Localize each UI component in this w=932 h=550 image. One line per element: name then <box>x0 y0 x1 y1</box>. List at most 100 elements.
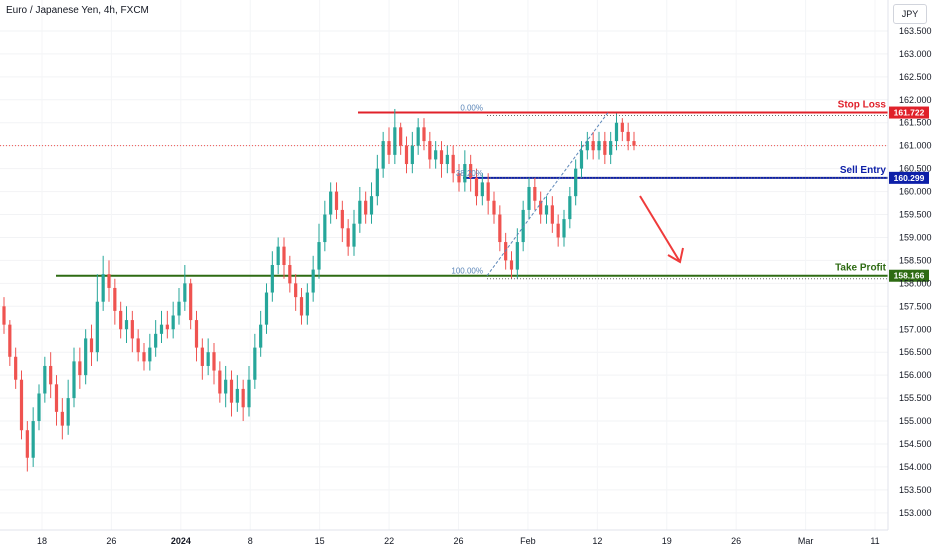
candle-body <box>329 191 333 215</box>
price-tick-label: 162.000 <box>899 95 932 105</box>
candle-body <box>591 141 595 151</box>
candle-body <box>124 320 129 330</box>
candle-body <box>37 393 41 422</box>
price-tick-label: 162.500 <box>899 72 932 82</box>
candle-body <box>486 182 490 201</box>
candle-body <box>346 228 350 247</box>
stop-loss-label: Stop Loss <box>838 100 887 111</box>
candle-body <box>539 200 543 215</box>
candle-body <box>218 370 222 394</box>
candle-body <box>515 242 519 270</box>
time-tick-label: 11 <box>870 536 879 546</box>
currency-button[interactable]: JPY <box>893 4 927 24</box>
candle-body <box>364 200 368 215</box>
time-tick-label: Feb <box>520 536 536 546</box>
candle-body <box>556 223 560 238</box>
fib-level-label: 100.00% <box>451 267 483 276</box>
candle-body <box>527 186 531 210</box>
price-tick-label: 158.500 <box>899 255 932 265</box>
candle-body <box>358 200 362 224</box>
take-profit-price-label: 158.166 <box>894 271 925 281</box>
candle-body <box>299 297 304 316</box>
candle-body <box>235 388 239 403</box>
candle-body <box>544 205 549 215</box>
candle-body <box>2 306 6 325</box>
candle-body <box>54 384 59 412</box>
candle-body <box>113 287 117 311</box>
candle-body <box>194 320 199 348</box>
price-tick-label: 155.000 <box>899 416 932 426</box>
candle-body <box>95 301 99 353</box>
candle-body <box>422 127 426 142</box>
candle-body <box>253 347 257 380</box>
candle-body <box>597 141 601 151</box>
candles <box>2 108 636 472</box>
price-tick-label: 157.500 <box>899 301 932 311</box>
candle-body <box>428 141 432 160</box>
candle-body <box>288 265 292 284</box>
time-tick-label: 19 <box>662 536 672 546</box>
price-tick-label: 153.000 <box>899 508 932 518</box>
candle-body <box>229 379 234 403</box>
candle-body <box>585 141 589 151</box>
candle-body <box>404 145 409 165</box>
time-tick-label: 8 <box>248 536 253 546</box>
candle-body <box>259 324 263 348</box>
candle-body <box>270 265 274 293</box>
candle-body <box>183 283 187 302</box>
candle-body <box>130 320 134 339</box>
time-tick-label: Mar <box>798 536 814 546</box>
candle-body <box>19 379 24 431</box>
candle-body <box>480 182 484 197</box>
sell-entry-price-label: 160.299 <box>894 173 925 183</box>
candle-body <box>568 196 572 220</box>
candle-body <box>498 214 502 243</box>
price-tick-label: 159.500 <box>899 210 932 220</box>
price-tick-label: 163.500 <box>899 26 932 36</box>
candle-body <box>521 209 525 243</box>
candle-body <box>60 411 64 426</box>
time-tick-label: 12 <box>592 536 602 546</box>
candle-body <box>294 283 298 298</box>
time-tick-label: 18 <box>37 536 47 546</box>
candle-body <box>49 365 53 385</box>
candle-body <box>247 379 251 408</box>
candle-body <box>136 338 140 353</box>
take-profit-price-tag <box>889 269 929 282</box>
candle-body <box>189 283 193 321</box>
candle-body <box>469 164 473 178</box>
candle-body <box>626 131 630 142</box>
candle-body <box>212 352 216 371</box>
sell-arrow-head <box>667 247 684 264</box>
price-tick-label: 158.000 <box>899 278 932 288</box>
candle-body <box>119 310 123 330</box>
price-tick-label: 156.000 <box>899 370 932 380</box>
candle-body <box>43 365 47 394</box>
candle-body <box>14 356 18 380</box>
candle-body <box>614 122 619 142</box>
price-axis: 153.000 153.500 154.000 154.500 155.000 155.5… <box>899 26 932 518</box>
time-tick-label: 22 <box>384 536 394 546</box>
candle-body <box>603 141 607 155</box>
candle-body <box>101 274 105 302</box>
candle-body <box>416 127 420 146</box>
candle-body <box>632 141 636 146</box>
candle-body <box>439 150 444 165</box>
candle-body <box>340 209 344 229</box>
candle-body <box>66 398 70 426</box>
price-tick-label: 153.500 <box>899 485 932 495</box>
sell-arrow-shaft <box>639 195 681 263</box>
candle-body <box>620 122 624 132</box>
candle-body <box>474 177 479 197</box>
annotations: 0.00% 38.20% 100.00% <box>451 104 888 280</box>
candle-body <box>334 191 339 210</box>
candle-body <box>200 347 204 366</box>
stop-loss-price-label: 161.722 <box>894 108 925 118</box>
candle-body <box>311 269 315 293</box>
candle-body <box>399 127 403 146</box>
stop-loss-price-tag <box>889 106 929 119</box>
candle-body <box>107 274 111 288</box>
candle-body <box>579 150 584 169</box>
candle-body <box>305 292 309 316</box>
